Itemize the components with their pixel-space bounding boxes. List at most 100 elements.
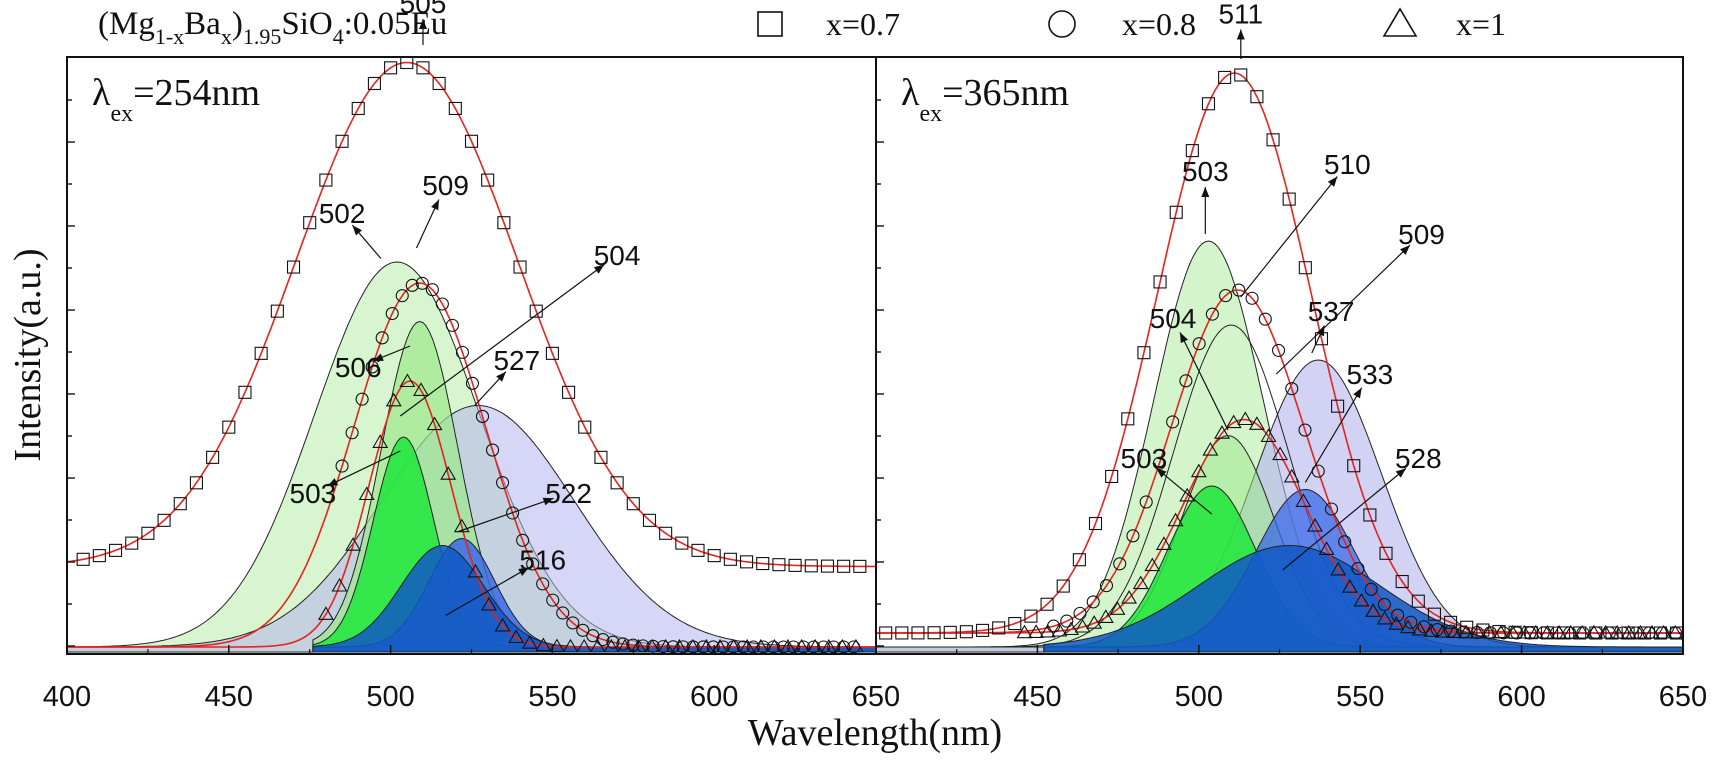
marker-triangle	[440, 466, 457, 480]
marker-circle	[1404, 615, 1418, 629]
excitation-value: =365nm	[942, 72, 1069, 114]
peak-label-516: 516	[519, 545, 566, 576]
marker-triangle	[1655, 624, 1672, 639]
marker-square	[432, 76, 446, 91]
marker-triangle	[1051, 622, 1068, 637]
marker-triangle	[1388, 616, 1405, 630]
marker-circle	[1377, 597, 1391, 612]
marker-square	[1040, 597, 1054, 611]
marker-triangle	[644, 638, 661, 653]
peak-arrow-head	[1395, 468, 1406, 478]
marker-triangle	[1341, 579, 1358, 593]
marker-square	[497, 216, 511, 230]
marker-circle	[516, 533, 530, 547]
marker-circle	[1271, 343, 1286, 357]
title-part: )	[232, 6, 243, 42]
marker-triangle	[1307, 518, 1323, 532]
marker-triangle	[1248, 416, 1265, 430]
marker-square	[1298, 261, 1312, 275]
marker-square	[319, 173, 333, 187]
marker-circle	[1642, 626, 1656, 640]
marker-triangle	[1318, 541, 1335, 555]
marker-triangle	[508, 629, 525, 644]
marker-square	[367, 76, 381, 91]
marker-circle	[435, 297, 449, 311]
marker-triangle	[1481, 624, 1498, 639]
marker-circle	[706, 640, 720, 654]
marker-circle	[1285, 382, 1299, 396]
marker-circle	[526, 557, 540, 571]
marker-triangle	[1330, 561, 1347, 576]
peak-arrow-head	[327, 478, 339, 487]
peak-label-503: 503	[1121, 443, 1168, 474]
marker-triangle	[1190, 463, 1207, 478]
peak-arrow-head	[1316, 325, 1325, 337]
marker-triangle	[630, 638, 647, 653]
marker-square	[222, 420, 236, 434]
marker-circle	[345, 426, 359, 440]
marker-circle	[1536, 626, 1550, 640]
peak-arrow-head	[1156, 468, 1167, 478]
marker-square	[837, 559, 851, 573]
marker-square	[206, 450, 220, 464]
marker-triangle	[1632, 624, 1649, 639]
chart-title: (Mg1-xBax)1.95SiO4:0.05Eu	[98, 6, 447, 49]
peak-arrow-503	[327, 450, 401, 487]
marker-triangle	[1644, 624, 1660, 639]
marker-triangle	[1225, 414, 1242, 429]
marker-circle	[1602, 626, 1616, 640]
marker-square	[1169, 205, 1183, 219]
title-part: Ba	[184, 6, 221, 42]
marker-circle	[465, 376, 480, 390]
marker-square	[1024, 609, 1038, 623]
marker-triangle	[739, 638, 756, 653]
peak-arrow-528	[1282, 467, 1407, 571]
marker-triangle	[807, 638, 824, 653]
marker-square	[927, 626, 941, 640]
legend-square-icon	[757, 11, 783, 37]
marker-square	[108, 543, 123, 557]
x-tick-label-400: 400	[43, 681, 91, 713]
marker-circle	[1510, 626, 1524, 640]
marker-triangle	[712, 638, 728, 653]
marker-triangle	[1272, 446, 1289, 461]
panel-2	[876, 68, 1683, 653]
marker-triangle	[521, 635, 538, 649]
marker-triangle	[358, 486, 375, 501]
marker-triangle	[684, 638, 701, 653]
marker-circle	[546, 593, 560, 607]
marker-square	[820, 559, 835, 573]
marker-triangle	[1109, 601, 1126, 615]
marker-triangle	[671, 638, 688, 653]
title-part: SiO	[281, 6, 332, 42]
x-tick-label-450: 450	[205, 681, 253, 713]
marker-square	[545, 346, 559, 360]
legend-label-x=0.8: x=0.8	[1122, 6, 1196, 42]
marker-circle	[1060, 614, 1074, 628]
marker-triangle	[1446, 624, 1463, 639]
peak-label-505: 505	[400, 0, 447, 19]
marker-square	[464, 134, 479, 148]
marker-triangle	[1458, 624, 1475, 639]
marker-triangle	[562, 638, 579, 653]
peak-arrow-504	[1179, 332, 1229, 431]
title-part: 1.95	[243, 24, 282, 49]
marker-triangle	[1539, 624, 1556, 639]
marker-circle	[746, 640, 760, 654]
marker-triangle	[1469, 624, 1486, 639]
peak-arrow-head	[593, 264, 605, 274]
marker-square	[1218, 70, 1232, 84]
peak-arrow-504	[399, 264, 605, 417]
marker-circle	[455, 345, 469, 359]
marker-square	[610, 476, 624, 490]
marker-square	[1411, 594, 1425, 608]
marker-triangle	[1423, 623, 1440, 637]
marker-circle	[415, 276, 429, 290]
marker-square	[1234, 68, 1248, 82]
marker-triangle	[725, 638, 742, 653]
marker-circle	[335, 459, 349, 473]
marker-circle	[1113, 557, 1127, 571]
marker-circle	[576, 623, 590, 637]
excitation-lambda: λ	[92, 72, 111, 114]
